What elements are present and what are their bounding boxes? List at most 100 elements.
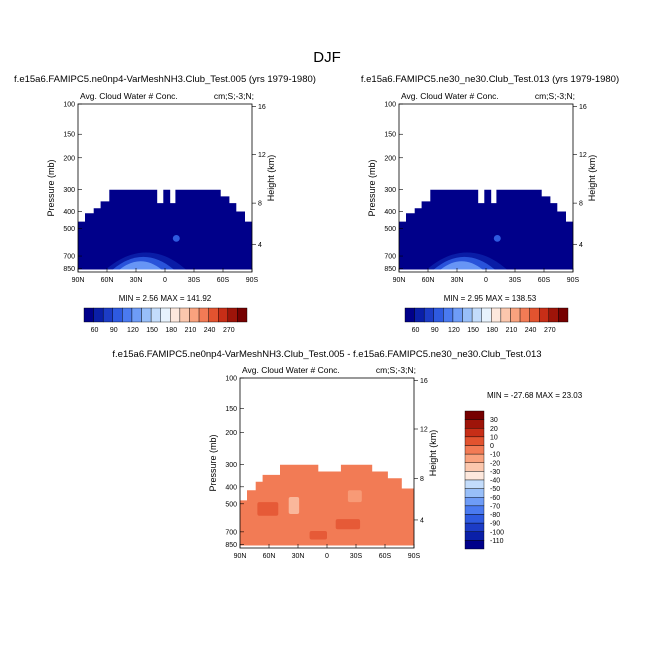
colorbar-box — [83, 307, 94, 323]
y-right-tick-label: 16 — [579, 104, 587, 111]
panel-subtitle-left: Avg. Cloud Water # Conc. — [80, 91, 178, 101]
colorbar-box — [548, 307, 559, 323]
x-tick-label: 0 — [163, 277, 167, 284]
min-max-stats: MIN = 2.56 MAX = 141.92 — [119, 294, 212, 303]
panel-2: f.e15a6.FAMIPC5.ne30_ne30.Club_Test.013 … — [361, 74, 619, 334]
y-tick-label: 100 — [63, 102, 75, 109]
colorbar-box — [198, 307, 209, 323]
colorbar-box — [170, 307, 181, 323]
x-tick-label: 60N — [263, 553, 276, 560]
y-tick-label: 300 — [225, 462, 237, 469]
colorbar-box — [189, 307, 200, 323]
x-tick-label: 60S — [538, 277, 551, 284]
y-right-axis-label: Height (km) — [587, 155, 597, 202]
colorbar-box — [433, 307, 444, 323]
x-tick-label: 60N — [101, 277, 114, 284]
panels: f.e15a6.FAMIPC5.ne0np4-VarMeshNH3.Club_T… — [14, 74, 619, 560]
y-tick-label: 500 — [384, 226, 396, 233]
colorbar-box — [464, 522, 485, 532]
y-tick-label: 200 — [63, 155, 75, 162]
x-tick-label: 30S — [350, 553, 363, 560]
contour-patch-2 — [288, 497, 300, 514]
field-region — [240, 464, 414, 546]
y-right-tick-label: 8 — [258, 201, 262, 208]
y-tick-label: 200 — [384, 155, 396, 162]
x-tick-label: 90S — [408, 553, 421, 560]
colorbar-box — [510, 307, 521, 323]
colorbar-label: 90 — [110, 327, 118, 334]
y-tick-label: 150 — [225, 406, 237, 413]
field-region — [399, 189, 573, 270]
x-tick-label: 30N — [451, 277, 464, 284]
colorbar-box — [464, 531, 485, 541]
contour-blob — [172, 235, 180, 242]
colorbar-box — [464, 445, 485, 455]
colorbar-box — [464, 428, 485, 438]
min-max-stats: MIN = -27.68 MAX = 23.03 — [487, 391, 583, 400]
colorbar-label: -100 — [490, 529, 504, 536]
x-tick-label: 60S — [217, 277, 230, 284]
colorbar-box — [464, 462, 485, 472]
colorbar-box — [208, 307, 219, 323]
colorbar-label: -50 — [490, 486, 500, 493]
colorbar: 60 90 120 150 180 210 240 270 — [404, 307, 569, 334]
colorbar-label: 240 — [204, 327, 216, 334]
y-tick-label: 400 — [225, 484, 237, 491]
y-right-tick-label: 16 — [420, 378, 428, 385]
panel-subtitle-right: cm;S;-3;N; — [376, 365, 416, 375]
colorbar-label: 270 — [544, 327, 556, 334]
colorbar-label: 240 — [525, 327, 537, 334]
colorbar-box — [539, 307, 550, 323]
colorbar-box — [464, 497, 485, 507]
colorbar-label: -40 — [490, 478, 500, 485]
contour-patch-0 — [257, 502, 279, 516]
x-tick-label: 90N — [234, 553, 247, 560]
y-right-tick-label: 4 — [579, 242, 583, 249]
colorbar-label: 30 — [490, 417, 498, 424]
panel-subtitle-right: cm;S;-3;N; — [535, 91, 575, 101]
colorbar-box — [491, 307, 502, 323]
contour-shade-2 — [119, 261, 162, 270]
colorbar-box — [150, 307, 161, 323]
colorbar-box — [464, 488, 485, 498]
contour-shade-2 — [440, 261, 483, 270]
colorbar-box — [500, 307, 511, 323]
colorbar-label: -110 — [490, 538, 504, 545]
y-tick-label: 300 — [384, 187, 396, 194]
colorbar-label: 180 — [486, 327, 498, 334]
colorbar-label: 10 — [490, 434, 498, 441]
y-tick-label: 850 — [63, 266, 75, 273]
colorbar-box — [464, 479, 485, 489]
y-tick-label: 700 — [384, 254, 396, 261]
colorbar-label: 120 — [127, 327, 139, 334]
colorbar-box — [471, 307, 482, 323]
colorbar-label: -90 — [490, 521, 500, 528]
x-tick-label: 90S — [567, 277, 580, 284]
y-tick-label: 200 — [225, 430, 237, 437]
y-tick-label: 100 — [225, 376, 237, 383]
y-tick-label: 850 — [384, 266, 396, 273]
y-tick-label: 500 — [225, 501, 237, 508]
colorbar-box — [423, 307, 434, 323]
colorbar-box — [93, 307, 104, 323]
y-tick-label: 150 — [63, 132, 75, 139]
panel-subtitle-left: Avg. Cloud Water # Conc. — [242, 365, 340, 375]
y-tick-label: 400 — [63, 209, 75, 216]
panel-title: f.e15a6.FAMIPC5.ne30_ne30.Club_Test.013 … — [361, 74, 619, 85]
y-right-axis-label: Height (km) — [266, 155, 276, 202]
colorbar-box — [414, 307, 425, 323]
contour-patch-3 — [347, 490, 362, 503]
x-tick-label: 30N — [292, 553, 305, 560]
colorbar-label: 90 — [431, 327, 439, 334]
colorbar-box — [529, 307, 540, 323]
x-tick-label: 0 — [484, 277, 488, 284]
colorbar-box — [464, 514, 485, 524]
y-tick-label: 500 — [63, 226, 75, 233]
y-right-tick-label: 4 — [258, 242, 262, 249]
colorbar-label: -30 — [490, 469, 500, 476]
panel-subtitle-left: Avg. Cloud Water # Conc. — [401, 91, 499, 101]
x-tick-label: 30S — [188, 277, 201, 284]
colorbar-label: 210 — [185, 327, 197, 334]
y-right-tick-label: 12 — [420, 427, 428, 434]
